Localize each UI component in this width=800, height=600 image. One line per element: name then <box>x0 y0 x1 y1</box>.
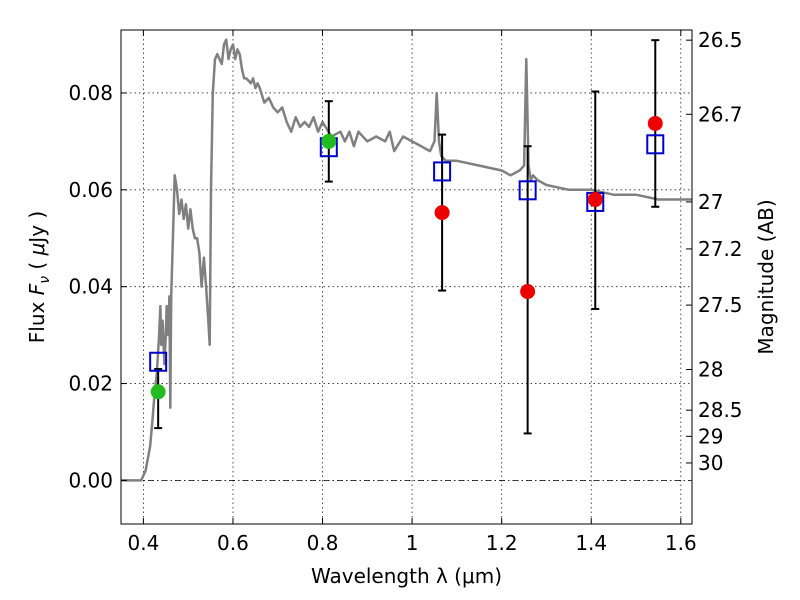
y-axis-label: Flux Fν ( μJy ) <box>25 211 53 343</box>
y-tick-label: 0.06 <box>68 178 113 202</box>
detected-point <box>150 384 166 400</box>
y-tick-label: 0.04 <box>68 275 113 299</box>
x-tick-label: 1.4 <box>575 531 607 555</box>
y2-axis-label: Magnitude (AB) <box>754 199 778 354</box>
y-tick-label: 0.08 <box>68 81 113 105</box>
grid <box>121 30 692 524</box>
y2-tick-label: 30 <box>698 451 723 475</box>
undetected-point <box>434 205 450 221</box>
x-tick-label: 0.6 <box>217 531 249 555</box>
x-tick-label: 0.8 <box>307 531 339 555</box>
y2-tick-label: 27 <box>698 190 723 214</box>
y2-tick-label: 28 <box>698 358 723 382</box>
y2-tick-label: 29 <box>698 424 723 448</box>
detected-point <box>321 133 337 149</box>
sed-spectrum-line <box>121 38 692 482</box>
plot-area <box>121 38 692 482</box>
y-tick-label: 0.00 <box>68 468 113 492</box>
plot-frame <box>120 29 693 525</box>
y2-tick-label: 27.5 <box>698 293 743 317</box>
x-tick-label: 1.2 <box>486 531 518 555</box>
y-axis-label-part: μ <box>25 243 49 257</box>
x-tick-label: 0.4 <box>127 531 159 555</box>
y2-tick-label: 28.5 <box>698 398 743 422</box>
y2-tick-label: 26.5 <box>698 28 743 52</box>
model-square-marker <box>433 161 452 182</box>
y2-tick-label: 27.2 <box>698 237 743 261</box>
y2-tick-label: 26.7 <box>698 102 743 126</box>
undetected-point <box>647 115 663 131</box>
y-tick-label: 0.02 <box>68 372 113 396</box>
x-tick-label: 1.6 <box>665 531 697 555</box>
x-tick-label: 1 <box>406 531 419 555</box>
y-axis-label-part: Jy ) <box>25 211 49 245</box>
axis-ticks: 0.4 0.6 0.8 1 1.2 1.4 1.6 0.00 0.02 0.04 0.06 0.08 2… <box>68 28 742 555</box>
y-axis-label-part: Flux <box>25 295 49 343</box>
y-axis-label-part: F <box>25 283 49 295</box>
y-axis-label-part: ν <box>37 276 53 284</box>
y-axis-label-part: ( <box>25 255 49 276</box>
model-square-marker <box>518 180 537 201</box>
x-axis-label: Wavelength λ (μm) <box>311 564 502 588</box>
undetected-point <box>587 192 603 208</box>
undetected-point <box>520 284 536 300</box>
model-square-marker <box>646 134 665 155</box>
model-square-marker <box>149 351 168 372</box>
